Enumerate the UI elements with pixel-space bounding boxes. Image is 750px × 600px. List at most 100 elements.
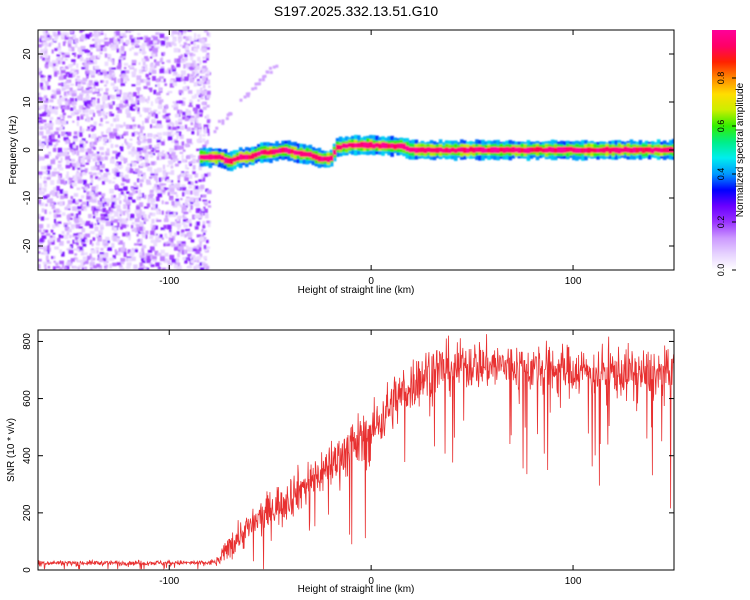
heatmap-noise-cell xyxy=(185,57,188,61)
heatmap-noise-cell xyxy=(94,59,97,65)
colorbar-tick-label: 0.2 xyxy=(716,216,726,229)
heatmap-noise-cell xyxy=(168,42,172,47)
heatmap-noise-cell xyxy=(178,118,183,123)
heatmap-ridge-cell xyxy=(511,146,516,154)
heatmap-noise-cell xyxy=(112,254,116,259)
heatmap-noise-cell xyxy=(192,72,196,75)
heatmap-noise-cell xyxy=(44,99,49,103)
heatmap-noise-cell xyxy=(147,44,152,49)
heatmap-noise-cell xyxy=(43,119,47,123)
heatmap-noise-cell xyxy=(98,137,102,142)
heatmap-noise-cell xyxy=(245,92,249,96)
heatmap-noise-cell xyxy=(185,228,190,232)
heatmap-noise-cell xyxy=(134,45,140,48)
heatmap-noise-cell xyxy=(138,252,144,257)
heatmap-noise-cell xyxy=(170,165,174,169)
heatmap-noise-cell xyxy=(193,187,197,191)
heatmap-noise-cell xyxy=(73,111,79,115)
heatmap-noise-cell xyxy=(89,253,92,259)
heatmap-noise-cell xyxy=(50,180,55,185)
heatmap-noise-cell xyxy=(177,160,182,164)
heatmap-noise-cell xyxy=(181,154,184,160)
heatmap-noise-cell xyxy=(44,203,48,207)
heatmap-noise-cell xyxy=(118,103,124,108)
heatmap-noise-cell xyxy=(197,56,201,62)
heatmap-ridge-cell xyxy=(626,147,631,153)
heatmap-ridge-cell xyxy=(553,147,558,154)
heatmap-noise-cell xyxy=(72,120,75,123)
heatmap-noise-cell xyxy=(42,171,48,175)
heatmap-ridge-cell xyxy=(199,154,204,160)
heatmap-noise-cell xyxy=(84,266,87,270)
heatmap-noise-cell xyxy=(155,262,160,267)
heatmap-noise-cell xyxy=(58,160,62,163)
heatmap-ridge-cell xyxy=(247,154,252,160)
heatmap-noise-cell xyxy=(80,157,85,162)
heatmap-noise-cell xyxy=(123,204,127,210)
heatmap-noise-cell xyxy=(147,116,150,119)
heatmap-noise-cell xyxy=(46,259,50,264)
heatmap-noise-cell xyxy=(144,68,148,71)
heatmap-noise-cell xyxy=(38,246,44,250)
heatmap-noise-cell xyxy=(98,267,102,270)
heatmap-noise-cell xyxy=(46,233,51,236)
colorbar-tick-label: 0.0 xyxy=(716,264,726,277)
heatmap-noise-cell xyxy=(111,77,117,81)
heatmap-noise-cell xyxy=(118,265,123,268)
heatmap-noise-cell xyxy=(176,218,180,222)
heatmap-noise-cell xyxy=(150,110,154,115)
heatmap-noise-cell xyxy=(199,242,202,247)
heatmap-noise-cell xyxy=(202,106,207,110)
heatmap-noise-cell xyxy=(130,116,135,120)
heatmap-noise-cell xyxy=(189,174,193,179)
heatmap-noise-cell xyxy=(110,82,115,86)
heatmap-noise-cell xyxy=(175,194,179,198)
heatmap-noise-cell xyxy=(108,138,112,143)
heatmap-ridge-cell xyxy=(232,156,237,163)
heatmap-noise-cell xyxy=(118,47,121,51)
heatmap-noise-cell xyxy=(196,74,199,77)
heatmap-noise-cell xyxy=(148,113,152,117)
heatmap-noise-cell xyxy=(123,96,127,99)
heatmap-noise-cell xyxy=(92,112,96,117)
heatmap-noise-cell xyxy=(110,123,114,127)
heatmap-noise-cell xyxy=(193,265,197,270)
heatmap-noise-cell xyxy=(177,226,181,231)
heatmap-noise-cell xyxy=(136,75,142,81)
heatmap-noise-cell xyxy=(198,109,204,113)
heatmap-noise-cell xyxy=(173,246,178,251)
heatmap-noise-cell xyxy=(155,61,160,66)
heatmap-noise-cell xyxy=(93,121,97,126)
heatmap-noise-cell xyxy=(132,116,136,120)
heatmap-noise-cell xyxy=(89,109,94,115)
heatmap-noise-cell xyxy=(205,208,208,214)
heatmap-noise-cell xyxy=(195,180,198,184)
heatmap-noise-cell xyxy=(60,67,66,70)
heatmap-noise-cell xyxy=(184,202,188,206)
heatmap-noise-cell xyxy=(47,245,50,251)
heatmap-noise-cell xyxy=(169,237,174,243)
heatmap-noise-cell xyxy=(189,163,193,166)
heatmap-noise-cell xyxy=(103,267,108,270)
heatmap-noise-cell xyxy=(202,47,207,53)
heatmap-noise-cell xyxy=(64,134,67,137)
heatmap-noise-cell xyxy=(38,92,42,97)
heatmap-noise-cell xyxy=(52,232,56,235)
heatmap-noise-cell xyxy=(56,153,61,157)
heatmap-noise-cell xyxy=(181,141,185,146)
heatmap-noise-cell xyxy=(120,136,124,139)
heatmap-noise-cell xyxy=(178,121,182,125)
heatmap-noise-cell xyxy=(128,124,133,129)
heatmap-noise-cell xyxy=(119,213,122,217)
heatmap-ridge-cell xyxy=(429,147,434,153)
heatmap-noise-cell xyxy=(102,218,106,224)
heatmap-noise-cell xyxy=(55,142,59,146)
heatmap-noise-cell xyxy=(78,199,83,202)
heatmap-noise-cell xyxy=(159,124,163,129)
heatmap-noise-cell xyxy=(78,156,81,162)
heatmap-noise-cell xyxy=(79,223,83,226)
heatmap-noise-cell xyxy=(47,239,51,244)
heatmap-noise-cell xyxy=(131,63,136,66)
heatmap-noise-cell xyxy=(95,233,99,237)
heatmap-ridge-cell xyxy=(572,147,576,154)
